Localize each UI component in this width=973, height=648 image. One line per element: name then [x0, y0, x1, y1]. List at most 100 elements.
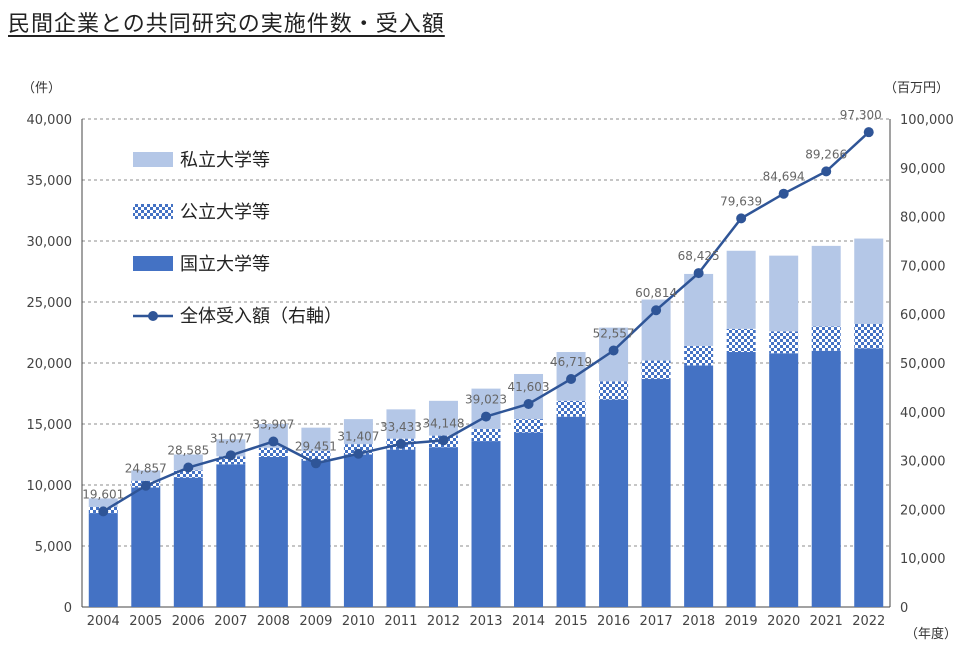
y-right-tick-label: 80,000	[900, 211, 946, 226]
line-data-label: 33,907	[252, 418, 294, 432]
line-point	[566, 374, 577, 385]
x-tick-label: 2016	[597, 614, 630, 629]
line-point	[310, 458, 321, 469]
line-data-label: 34,148	[422, 416, 464, 430]
line-point	[608, 345, 619, 356]
line-data-label: 19,601	[82, 487, 124, 501]
y-right-tick-label: 60,000	[900, 308, 946, 323]
line-point	[523, 398, 534, 409]
y-right-tick-label: 20,000	[900, 503, 946, 518]
x-tick-label: 2018	[682, 614, 715, 629]
bar-segment	[88, 513, 118, 607]
x-tick-label: 2012	[427, 614, 460, 629]
x-tick-label: 2014	[512, 614, 545, 629]
line-data-label: 89,266	[805, 147, 847, 161]
bar-segment	[258, 424, 288, 448]
y-right-unit-label: （百万円）	[884, 81, 949, 96]
y-right-tick-label: 30,000	[900, 455, 946, 470]
bar-segment	[514, 373, 544, 420]
y-left-unit-label: （件）	[22, 81, 61, 96]
legend-label: 私立大学等	[180, 150, 270, 171]
bar-segment	[386, 409, 416, 439]
y-right-tick-label: 10,000	[900, 552, 946, 567]
x-tick-label: 2011	[384, 614, 417, 629]
legend-label: 国立大学等	[180, 254, 270, 275]
x-tick-label: 2021	[810, 614, 843, 629]
line-point	[438, 435, 449, 446]
bar-segment	[641, 360, 671, 379]
legend-swatch	[133, 152, 173, 167]
bar-segment	[811, 350, 841, 607]
line-point	[225, 450, 236, 461]
legend-line-marker	[148, 311, 158, 321]
line-point	[651, 305, 662, 316]
y-left-tick-label: 10,000	[27, 479, 73, 494]
legend-swatch	[133, 256, 173, 271]
bar-segment	[769, 353, 799, 607]
y-right-tick-label: 40,000	[900, 406, 946, 421]
line-point	[183, 462, 194, 473]
x-tick-label: 2019	[725, 614, 758, 629]
line-data-label: 52,557	[593, 327, 635, 341]
line-data-label: 28,585	[167, 444, 209, 458]
bars	[88, 238, 884, 607]
bar-segment	[258, 447, 288, 457]
line-data-label: 68,425	[678, 249, 720, 263]
x-tick-label: 2017	[640, 614, 673, 629]
bar-segment	[854, 238, 884, 324]
bar-segment	[301, 427, 331, 451]
bar-segment	[471, 441, 501, 607]
line-data-label: 79,639	[720, 194, 762, 208]
y-left-tick-label: 35,000	[27, 174, 73, 189]
y-right-tick-label: 50,000	[900, 357, 946, 372]
x-tick-label: 2008	[257, 614, 290, 629]
line-data-label: 97,300	[840, 108, 882, 122]
line-data-label: 33,433	[380, 420, 422, 434]
bar-segment	[173, 477, 203, 607]
bar-segment	[684, 365, 714, 607]
x-tick-label: 2004	[87, 614, 120, 629]
bar-segment	[258, 456, 288, 607]
bar-segment	[684, 273, 714, 346]
bar-segment	[88, 498, 118, 507]
y-left-tick-label: 0	[64, 601, 72, 616]
line-point	[268, 436, 279, 447]
bar-segment	[514, 432, 544, 607]
bar-segment	[216, 464, 246, 607]
chart-title: 民間企業との共同研究の実施件数・受入額	[8, 12, 445, 37]
line-point	[863, 127, 874, 138]
x-tick-label: 2006	[172, 614, 205, 629]
y-left-tick-label: 5,000	[35, 540, 72, 555]
bar-segment	[301, 450, 331, 461]
bar-segment	[726, 352, 756, 607]
bar-segment	[386, 449, 416, 607]
line-data-label: 46,719	[550, 355, 592, 369]
x-tick-label: 2022	[852, 614, 885, 629]
line-point	[481, 411, 491, 422]
x-tick-label: 2020	[767, 614, 800, 629]
bar-segment	[811, 245, 841, 327]
bar-segment	[471, 428, 501, 442]
bar-segment	[131, 487, 161, 607]
y-right-tick-label: 90,000	[900, 162, 946, 177]
bar-segment	[811, 326, 841, 351]
line-point	[140, 480, 151, 491]
line-data-label: 24,857	[125, 462, 167, 476]
line-data-label: 41,603	[508, 380, 550, 394]
line-data-label: 31,407	[337, 430, 379, 444]
bar-segment	[854, 323, 884, 349]
line-data-label: 29,451	[295, 439, 337, 453]
line-point	[693, 268, 704, 279]
y-right-tick-label: 100,000	[900, 113, 954, 128]
line-point	[353, 448, 364, 459]
bar-segment	[301, 460, 331, 607]
bar-segment	[726, 328, 756, 353]
bar-segment	[173, 470, 203, 478]
line-point	[98, 506, 109, 517]
bar-segment	[556, 400, 586, 417]
line-point	[395, 438, 406, 449]
line-point	[778, 188, 789, 199]
x-tick-label: 2010	[342, 614, 375, 629]
